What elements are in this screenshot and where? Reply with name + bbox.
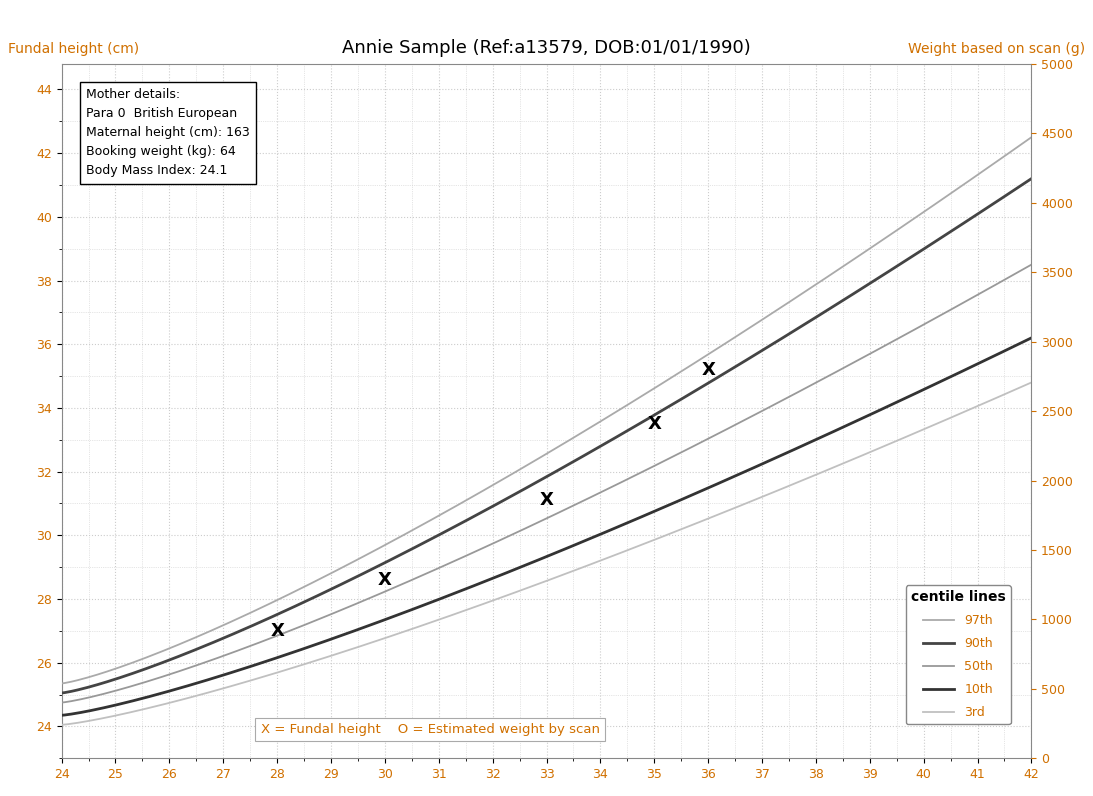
Text: X: X <box>647 415 661 433</box>
Text: X: X <box>702 361 715 379</box>
Text: Weight based on scan (g): Weight based on scan (g) <box>907 41 1084 56</box>
Text: Mother details:
Para 0  British European
Maternal height (cm): 163
Booking weigh: Mother details: Para 0 British European … <box>86 88 249 178</box>
Text: Fundal height (cm): Fundal height (cm) <box>9 41 140 56</box>
Text: X: X <box>270 622 284 640</box>
Legend: 97th, 90th, 50th, 10th, 3rd: 97th, 90th, 50th, 10th, 3rd <box>906 585 1011 724</box>
Text: X: X <box>378 571 391 589</box>
Title: Annie Sample (Ref:a13579, DOB:01/01/1990): Annie Sample (Ref:a13579, DOB:01/01/1990… <box>342 39 751 57</box>
Text: X: X <box>540 491 553 509</box>
Text: X = Fundal height    O = Estimated weight by scan: X = Fundal height O = Estimated weight b… <box>260 723 600 736</box>
